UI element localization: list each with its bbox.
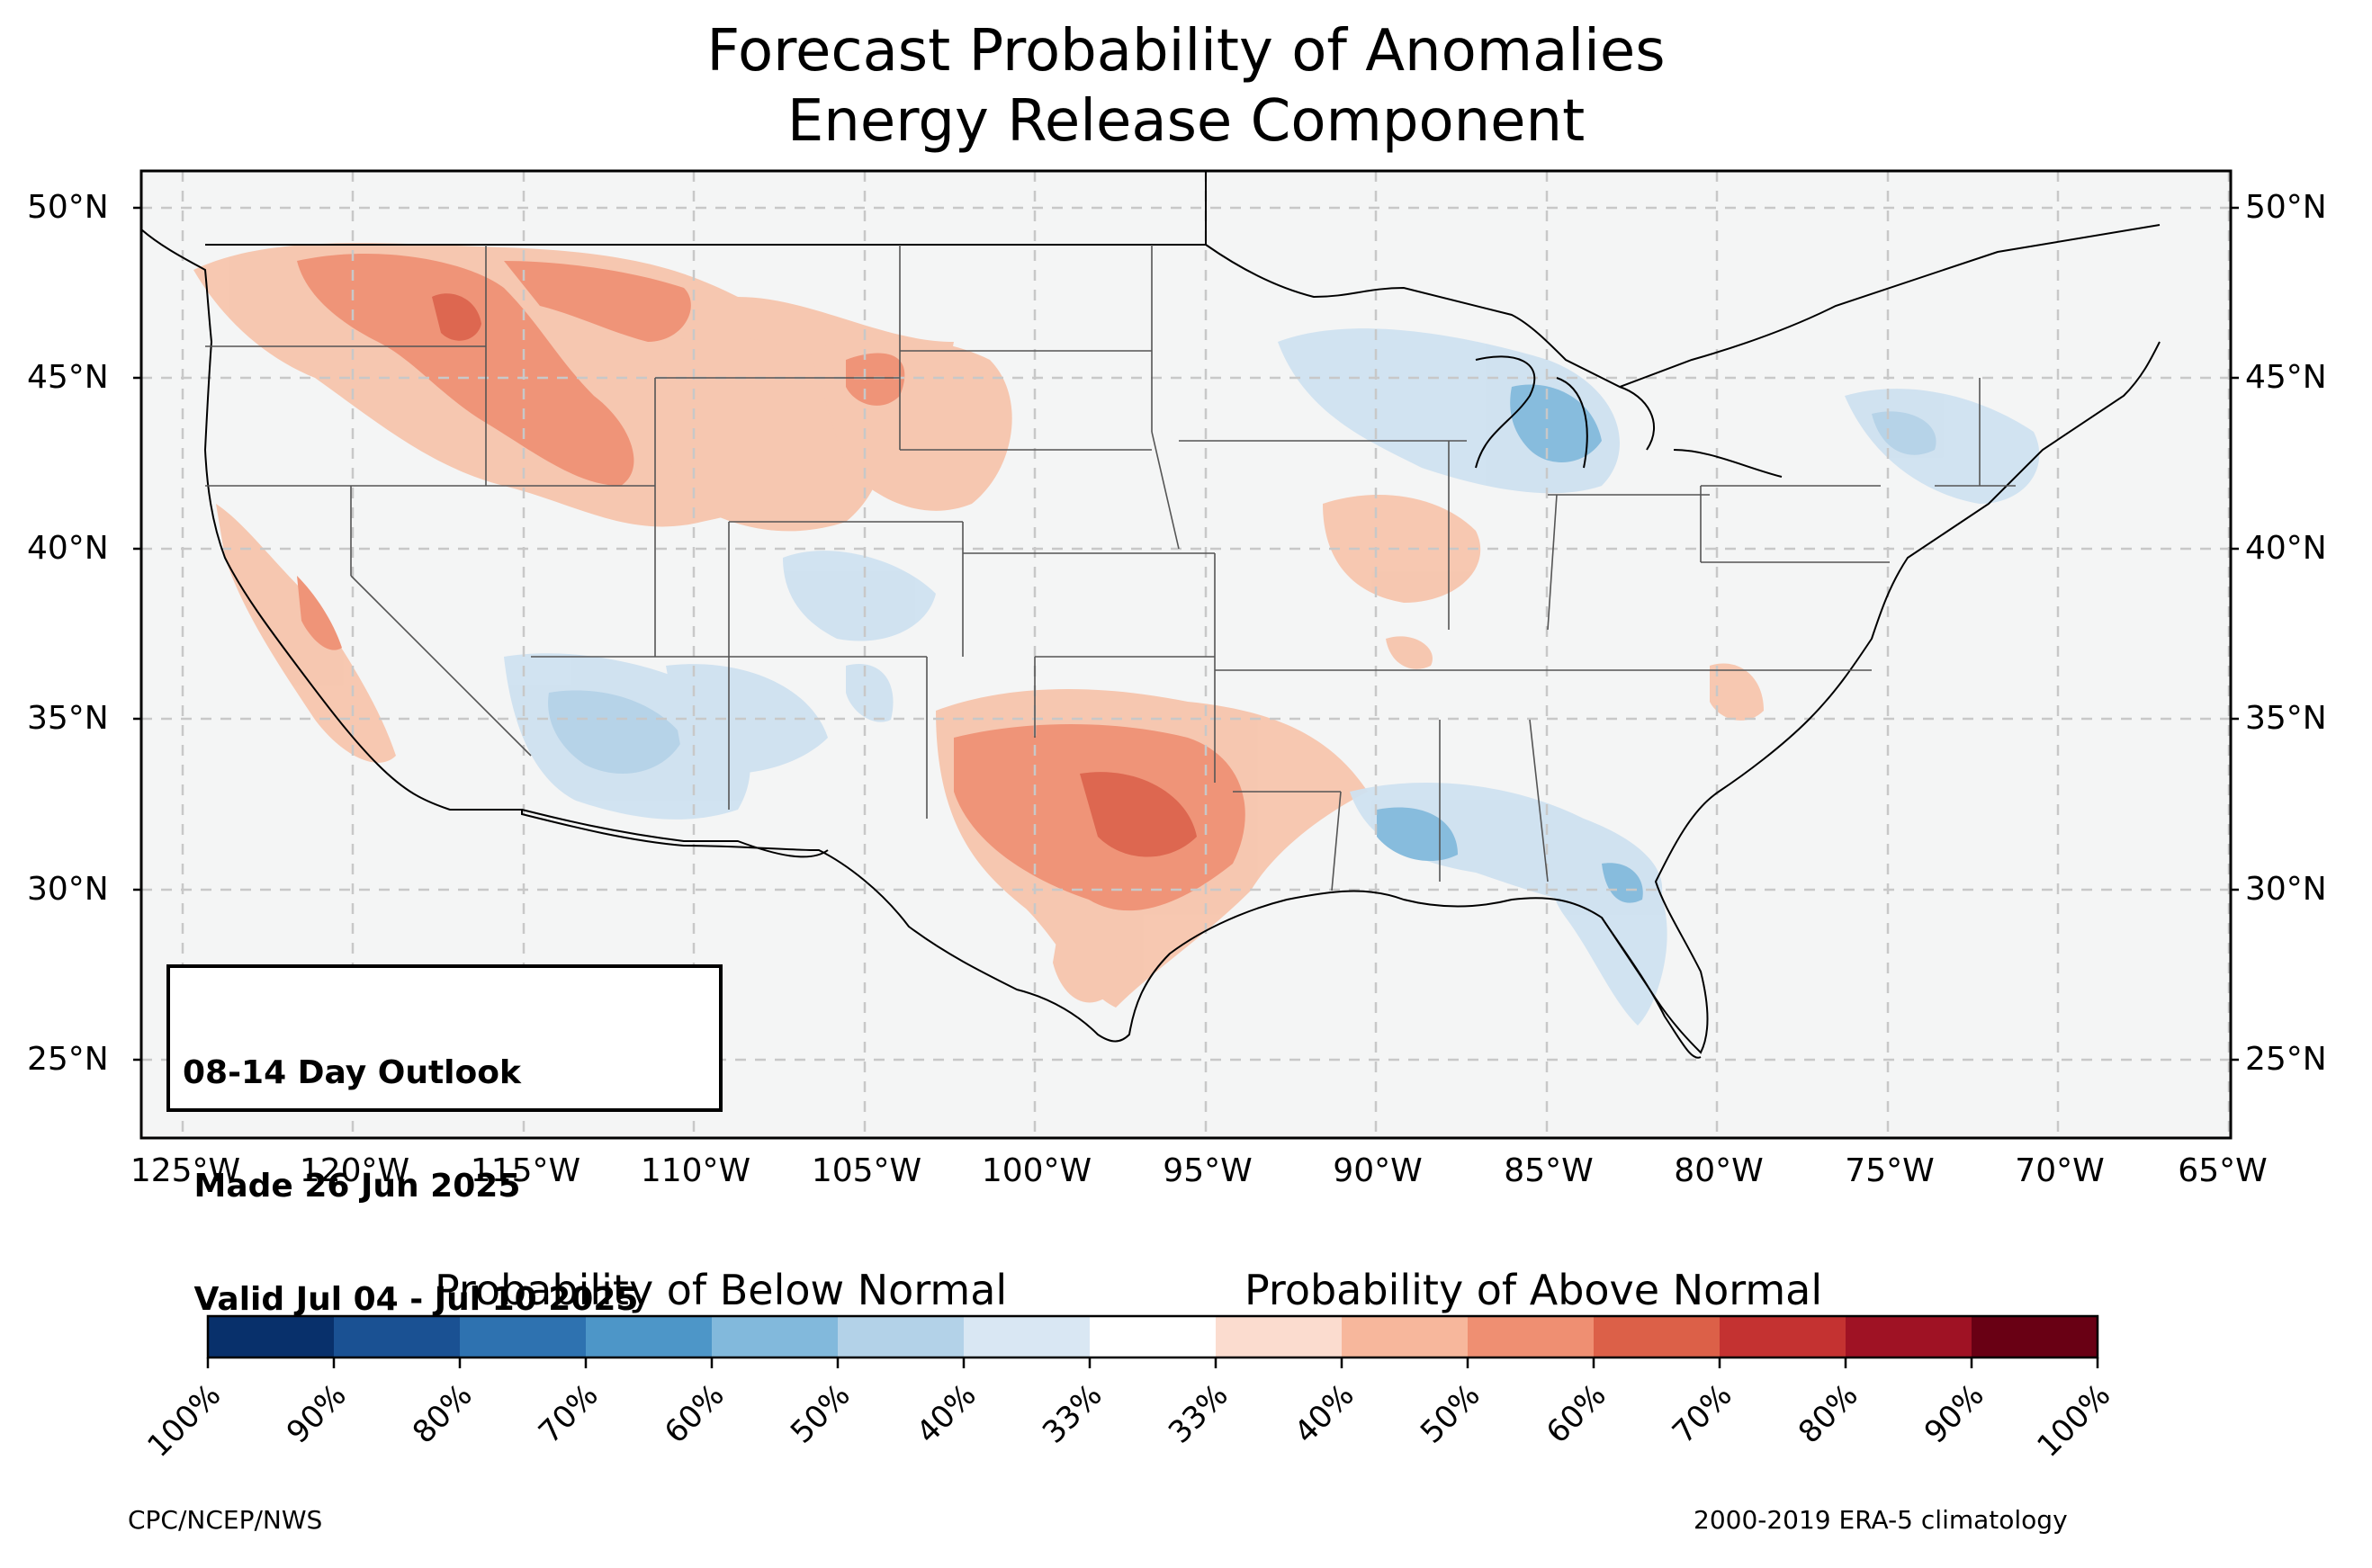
lon-label-85w: 85°W <box>1504 1152 1594 1189</box>
above-normal-areas <box>193 243 1764 1008</box>
colorbar-above-heading: Probability of Above Normal <box>1244 1266 1823 1314</box>
above-region-sd-core <box>846 353 905 406</box>
lat-label-right-45: 45°N <box>2245 359 2327 396</box>
colorbar-below-heading: Probability of Below Normal <box>435 1266 1008 1314</box>
below-region-colorado <box>783 551 936 641</box>
colorbar-segment <box>1972 1316 2098 1357</box>
lon-label-75w: 75°W <box>1845 1152 1935 1189</box>
colorbar-segment <box>460 1316 587 1357</box>
colorbar-segment <box>1216 1316 1343 1357</box>
below-region-georgia-core <box>1602 863 1643 903</box>
lon-label-105w: 105°W <box>811 1152 922 1189</box>
lon-label-115w: 115°W <box>470 1152 581 1189</box>
below-region-new-mexico <box>666 664 828 774</box>
lon-label-90w: 90°W <box>1333 1152 1423 1189</box>
lat-label-left-45: 45°N <box>27 359 109 396</box>
colorbar-frame <box>206 1314 2099 1359</box>
colorbar-segment <box>1468 1316 1595 1357</box>
florida <box>1601 917 1702 1059</box>
colorbar-segment <box>1846 1316 1972 1357</box>
outlook-period: 08-14 Day Outlook <box>183 1054 521 1091</box>
above-region-california-core <box>297 576 342 650</box>
above-region-mid-atlantic <box>1710 663 1764 721</box>
lat-label-left-25: 25°N <box>27 1041 109 1078</box>
coastlines <box>141 171 2161 1059</box>
colorbar-segment <box>838 1316 965 1357</box>
chart-subtitle: Energy Release Component <box>786 88 1586 155</box>
great-lakes <box>1475 355 1783 478</box>
above-region-kentucky <box>1386 636 1433 669</box>
below-region-texas-panhandle <box>846 664 894 722</box>
lat-label-left-30: 30°N <box>27 871 109 908</box>
lon-label-95w: 95°W <box>1163 1152 1253 1189</box>
above-region-idaho-peak <box>432 293 481 341</box>
above-region-california <box>216 504 396 763</box>
lat-label-right-50: 50°N <box>2245 189 2327 226</box>
colorbar-segment <box>208 1316 335 1357</box>
below-region-mississippi-core <box>1377 807 1458 862</box>
lat-label-right-35: 35°N <box>2245 700 2327 737</box>
colorbar-segment <box>1342 1316 1469 1357</box>
colorbar-segment <box>712 1316 839 1357</box>
footer-climatology: 2000-2019 ERA-5 climatology <box>1694 1505 2068 1535</box>
above-region-midwest <box>1323 495 1481 603</box>
lat-label-left-50: 50°N <box>27 189 109 226</box>
gridlines <box>141 171 2231 1138</box>
lon-label-120w: 120°W <box>299 1152 410 1189</box>
colorbar-segment <box>964 1316 1091 1357</box>
above-region-montana <box>504 261 691 342</box>
footer-source: CPC/NCEP/NWS <box>128 1505 323 1535</box>
lon-label-125w: 125°W <box>130 1152 241 1189</box>
outlook-valid-range: Valid Jul 04 - Jul 10 2025 <box>183 1281 639 1318</box>
colorbar-segment <box>1720 1316 1846 1357</box>
chart-title: Forecast Probability of Anomalies <box>706 18 1666 85</box>
lat-label-right-40: 40°N <box>2245 530 2327 567</box>
lat-label-right-30: 30°N <box>2245 871 2327 908</box>
lon-label-70w: 70°W <box>2015 1152 2105 1189</box>
us-outline <box>141 228 2161 1054</box>
outlook-info-box: 08-14 Day Outlook Made 26 Jun 2025 Valid… <box>166 964 723 1318</box>
axis-ticks <box>133 206 2239 1062</box>
outlook-made-date: Made 26 Jun 2025 <box>183 1168 521 1205</box>
above-region-south-texas <box>1053 909 1118 1003</box>
mexico-border <box>521 809 829 858</box>
lon-label-110w: 110°W <box>640 1152 751 1189</box>
below-region-michigan-core <box>1510 384 1602 462</box>
lat-label-right-25: 25°N <box>2245 1041 2327 1078</box>
state-borders <box>205 245 2016 892</box>
above-region-idaho-core <box>297 253 634 486</box>
above-region-texas-peak <box>1080 772 1197 857</box>
below-normal-areas <box>504 328 2040 1026</box>
below-region-arizona-core <box>548 690 684 774</box>
canada-border <box>205 171 2161 389</box>
below-region-new-york-core <box>1872 411 1936 455</box>
lon-label-100w: 100°W <box>981 1152 1092 1189</box>
colorbar <box>206 1314 2099 1368</box>
colorbar-segment <box>334 1316 461 1357</box>
lon-label-80w: 80°W <box>1674 1152 1764 1189</box>
lat-label-left-35: 35°N <box>27 700 109 737</box>
colorbar-segment <box>586 1316 713 1357</box>
lat-label-left-40: 40°N <box>27 530 109 567</box>
colorbar-segment <box>1594 1316 1721 1357</box>
lon-label-65w: 65°W <box>2178 1152 2268 1189</box>
colorbar-segment <box>1090 1316 1217 1357</box>
